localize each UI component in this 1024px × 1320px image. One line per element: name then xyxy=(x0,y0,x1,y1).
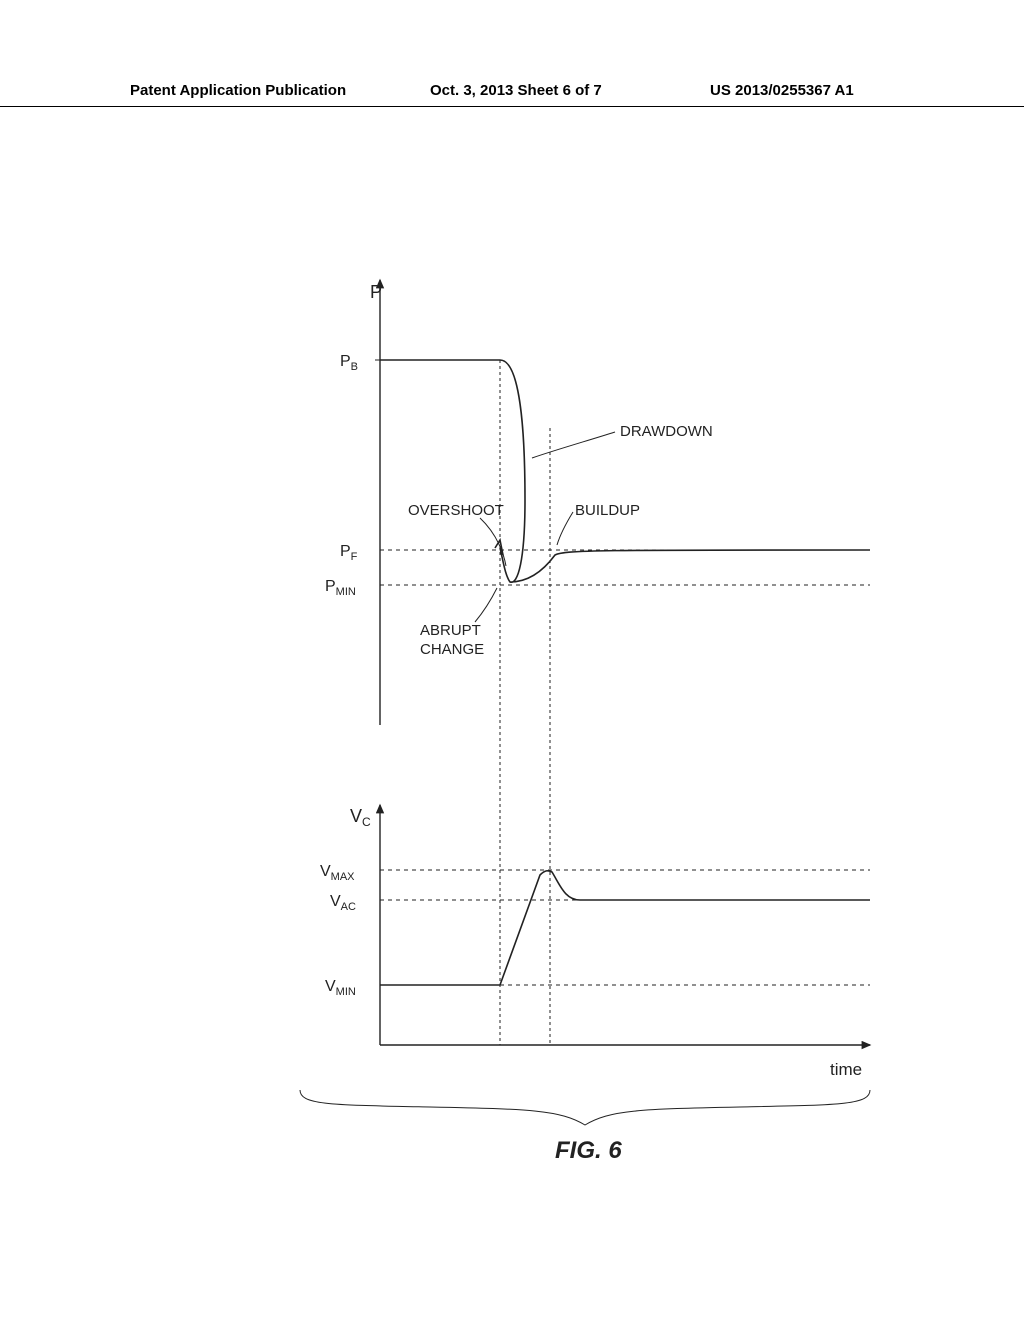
leader-drawdown xyxy=(532,432,615,458)
label-vmin: VMIN xyxy=(325,978,356,998)
label-vac: VAC xyxy=(330,893,356,913)
figure-caption: FIG. 6 xyxy=(555,1137,622,1164)
top-y-axis-label: P xyxy=(370,282,382,302)
leader-buildup xyxy=(557,512,573,545)
page: Patent Application Publication Oct. 3, 2… xyxy=(0,0,1024,1320)
volume-curve xyxy=(380,871,870,985)
label-pf: PF xyxy=(340,543,358,563)
label-drawdown: DRAWDOWN xyxy=(620,423,713,440)
label-abrupt-l2: CHANGE xyxy=(420,641,484,658)
label-abrupt-l1: ABRUPT xyxy=(420,622,481,639)
label-pmin: PMIN xyxy=(325,578,356,598)
label-pb: PB xyxy=(340,353,358,373)
figure-brace xyxy=(300,1090,870,1125)
label-buildup: BUILDUP xyxy=(575,502,640,519)
label-vmax: VMAX xyxy=(320,863,355,883)
pressure-curve xyxy=(380,360,870,582)
label-overshoot: OVERSHOOT xyxy=(408,502,504,519)
bot-x-axis-label: time xyxy=(830,1060,862,1079)
bot-y-axis-label: VC xyxy=(350,806,371,829)
figure-svg: P PB PF PMIN DRAWDOWN OVERSHOOT BUILDUP xyxy=(0,0,1024,1320)
leader-abrupt xyxy=(475,588,497,622)
overshoot-spike xyxy=(495,540,503,555)
